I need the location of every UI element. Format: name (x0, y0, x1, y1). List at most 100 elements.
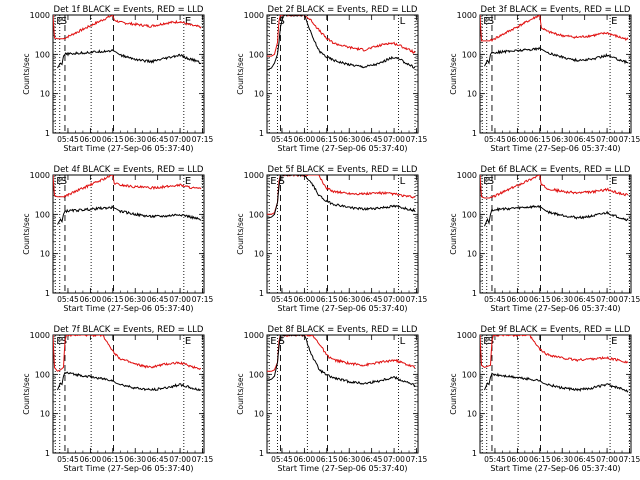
y-tick-label: 1000 (30, 11, 50, 20)
x-tick-label: 07:15 (406, 135, 428, 144)
series-line-events (57, 48, 202, 69)
y-tick-label: 1000 (457, 171, 477, 180)
y-tick-label: 100 (462, 50, 477, 59)
series-line-events (484, 372, 629, 393)
x-tick-label: 06:30 (551, 295, 573, 304)
series-line-lld (53, 175, 202, 198)
x-tick-label: 06:00 (294, 455, 316, 464)
x-tick-label: 07:00 (596, 295, 618, 304)
series-group (480, 335, 629, 393)
marker-label: E (185, 176, 191, 187)
y-tick-label: 10 (40, 410, 50, 419)
series-group (480, 15, 629, 67)
chart-title: Det 8f BLACK = Events, RED = LLD (268, 325, 418, 335)
y-tick-label: 1000 (457, 11, 477, 20)
y-tick-label: 1 (45, 449, 50, 458)
x-tick-label: 06:00 (80, 135, 102, 144)
x-tick-label: 07:00 (169, 295, 191, 304)
x-tick-label: 06:15 (102, 135, 124, 144)
y-tick-label: 10 (467, 90, 477, 99)
series-line-events (57, 371, 202, 392)
x-axis-label: Start Time (27-Sep-06 05:37:40) (63, 304, 193, 313)
x-tick-label: 06:15 (316, 455, 338, 464)
y-tick-label: 1000 (244, 331, 264, 340)
x-tick-label: 06:30 (551, 135, 573, 144)
y-tick-label: 10 (467, 410, 477, 419)
x-axis-label: Start Time (27-Sep-06 05:37:40) (63, 464, 193, 473)
y-axis-label: Counts/sec (22, 373, 31, 414)
series-line-lld (267, 335, 416, 372)
x-tick-label: 06:15 (529, 295, 551, 304)
y-tick-label: 100 (249, 210, 264, 219)
panel-det-4: Det 4f BLACK = Events, RED = LLD 1 10 100 10… (22, 165, 214, 313)
y-tick-label: 10 (467, 250, 477, 259)
y-tick-label: 100 (35, 370, 50, 379)
chart-title: Det 7f BLACK = Events, RED = LLD (54, 325, 204, 335)
marker-label: E (270, 336, 276, 347)
panel-det-1: Det 1f BLACK = Events, RED = LLD 1 10 100 10… (22, 5, 214, 153)
x-tick-label: 06:45 (147, 455, 169, 464)
marker-label: S (61, 16, 67, 27)
x-tick-label: 06:45 (147, 135, 169, 144)
panel-det-8: Det 8f BLACK = Events, RED = LLD 1 10 100 10… (236, 325, 428, 473)
marker-label: E (185, 16, 191, 27)
x-tick-label: 06:30 (124, 455, 146, 464)
x-tick-label: 05:45 (484, 455, 506, 464)
y-tick-label: 10 (254, 250, 264, 259)
series-group (267, 15, 416, 71)
y-tick-label: 10 (254, 410, 264, 419)
chart-title: Det 9f BLACK = Events, RED = LLD (481, 325, 631, 335)
series-group (267, 335, 416, 388)
plot-frame (479, 14, 632, 134)
series-line-lld (480, 15, 629, 42)
series-line-lld (480, 335, 629, 368)
plot-frame (266, 14, 419, 134)
chart-title: Det 6f BLACK = Events, RED = LLD (481, 165, 631, 175)
x-axis-label: Start Time (27-Sep-06 05:37:40) (63, 144, 193, 153)
x-tick-label: 06:15 (529, 135, 551, 144)
marker-label: E (270, 16, 276, 27)
y-tick-label: 100 (249, 370, 264, 379)
plot-frame (479, 174, 632, 294)
y-tick-label: 1 (472, 449, 477, 458)
x-tick-label: 06:15 (102, 455, 124, 464)
y-tick-label: 1 (259, 129, 264, 138)
x-tick-label: 07:00 (169, 455, 191, 464)
marker-label: S (278, 336, 284, 347)
y-tick-label: 1000 (30, 331, 50, 340)
plot-frame (52, 174, 205, 294)
panel-det-5: Det 5f BLACK = Events, RED = LLD 1 10 100 10… (236, 165, 428, 313)
y-tick-label: 100 (249, 50, 264, 59)
chart-title: Det 3f BLACK = Events, RED = LLD (481, 5, 631, 15)
marker-label: L (400, 16, 406, 27)
marker-label: S (488, 336, 494, 347)
y-tick-label: 10 (254, 90, 264, 99)
x-tick-label: 07:15 (406, 295, 428, 304)
x-tick-label: 07:15 (192, 455, 214, 464)
series-line-events (267, 15, 416, 71)
y-tick-label: 1000 (244, 171, 264, 180)
series-line-events (267, 175, 416, 219)
series-group (53, 175, 202, 225)
series-line-events (484, 46, 629, 67)
y-tick-label: 1 (472, 129, 477, 138)
y-axis-label: Counts/sec (236, 53, 245, 94)
marker-label: E (270, 176, 276, 187)
panel-det-7: Det 7f BLACK = Events, RED = LLD 1 10 100 10… (22, 325, 214, 473)
plot-frame (266, 174, 419, 294)
x-tick-label: 06:30 (338, 295, 360, 304)
series-group (267, 175, 416, 219)
x-tick-label: 07:15 (619, 455, 640, 464)
y-axis-label: Counts/sec (22, 213, 31, 254)
y-tick-label: 1000 (457, 331, 477, 340)
series-group (53, 15, 202, 69)
y-axis-label: Counts/sec (22, 53, 31, 94)
x-tick-label: 06:45 (361, 135, 383, 144)
x-tick-label: 06:00 (507, 455, 529, 464)
series-line-lld (480, 175, 629, 199)
y-tick-label: 10 (40, 90, 50, 99)
x-tick-label: 06:45 (574, 455, 596, 464)
x-tick-label: 05:45 (484, 135, 506, 144)
x-tick-label: 06:15 (529, 455, 551, 464)
x-tick-label: 05:45 (57, 455, 79, 464)
